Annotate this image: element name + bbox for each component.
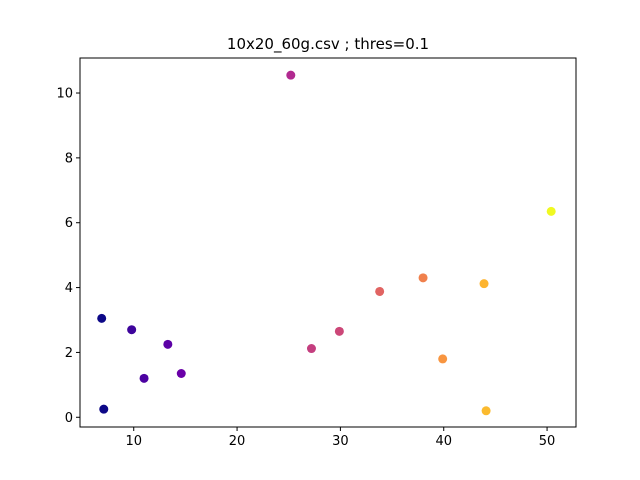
- x-tick-label: 40: [435, 434, 452, 449]
- data-point: [546, 206, 556, 216]
- data-point: [176, 368, 186, 378]
- data-point: [97, 313, 107, 323]
- data-point: [139, 373, 149, 383]
- data-point: [127, 325, 137, 335]
- data-point: [479, 279, 489, 289]
- data-point: [99, 404, 109, 414]
- data-point: [163, 339, 173, 349]
- y-tick-label: 2: [65, 346, 73, 361]
- y-tick-label: 6: [65, 216, 73, 231]
- y-tick-label: 8: [65, 151, 73, 166]
- data-point: [481, 406, 491, 416]
- x-tick-label: 10: [125, 434, 142, 449]
- data-points: [97, 70, 556, 416]
- data-point: [306, 344, 316, 354]
- data-point: [286, 70, 296, 80]
- x-tick-label: 30: [332, 434, 349, 449]
- x-tick-label: 50: [539, 434, 556, 449]
- data-point: [418, 273, 428, 283]
- data-point: [334, 326, 344, 336]
- data-point: [438, 354, 448, 364]
- data-point: [375, 286, 385, 296]
- axis-ticks: 10 20 30 40 50 0 2 4 6 8 10: [56, 87, 555, 449]
- y-tick-label: 4: [65, 281, 73, 296]
- plot-frame: [79, 57, 577, 428]
- chart-title: 10x20_60g.csv ; thres=0.1: [227, 35, 429, 54]
- y-tick-label: 0: [65, 411, 73, 426]
- y-tick-label: 10: [56, 87, 73, 102]
- x-tick-label: 20: [229, 434, 246, 449]
